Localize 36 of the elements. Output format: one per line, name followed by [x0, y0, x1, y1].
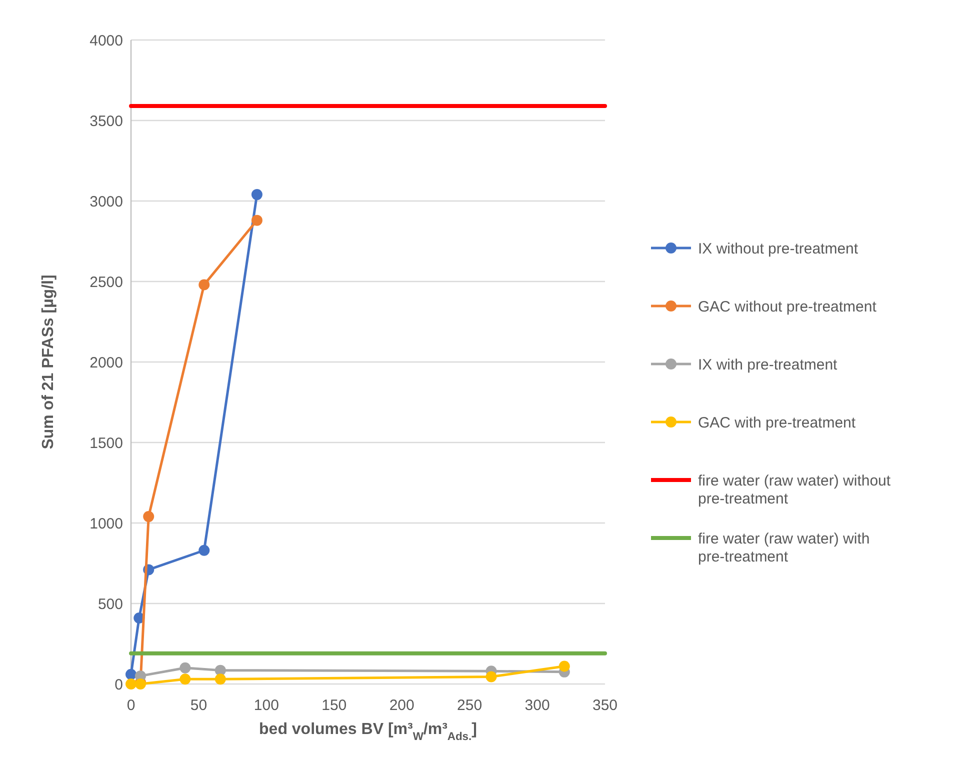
x-tick-label: 0	[126, 697, 136, 714]
legend-label: GAC with pre-treatment	[698, 414, 856, 432]
point	[486, 671, 497, 682]
y-tick-label: 500	[98, 596, 123, 613]
point	[214, 674, 226, 685]
point	[180, 662, 191, 674]
x-tick-label: 150	[322, 697, 347, 714]
point	[126, 678, 136, 690]
y-tick-label: 2000	[90, 354, 123, 372]
point	[251, 189, 262, 200]
point	[251, 214, 262, 226]
y-tick-label: 1000	[90, 515, 123, 532]
x-tick-label: 50	[190, 697, 208, 714]
y-tick-label: 3000	[90, 193, 123, 210]
y-axis-title: Sum of 21 PFASs [µg/l]	[40, 274, 57, 450]
legend-label: fire water (raw water) with pre-treatment	[698, 530, 870, 566]
point	[143, 511, 154, 522]
y-tick-label: 3500	[90, 112, 123, 130]
y-tick-label: 1500	[90, 434, 123, 452]
point	[180, 674, 191, 685]
x-tick-label: 250	[457, 697, 482, 714]
legend-label: fire water (raw water) without pre-treatment	[698, 472, 892, 508]
legend-label: IX without pre-treatment	[698, 240, 859, 258]
point	[198, 279, 210, 290]
point	[198, 544, 210, 556]
x-tick-label: 200	[389, 697, 414, 714]
x-axis-title: bed volumes BV [m³$_{W}$/m³$_{Ads.}$]	[259, 721, 477, 743]
y-tick-label: 2500	[90, 274, 123, 291]
x-tick-label: 100	[254, 697, 279, 714]
y-tick-label: 0	[114, 676, 123, 694]
legend-label: GAC without pre-treatment	[698, 298, 878, 316]
legend-label: IX with pre-treatment	[698, 356, 838, 374]
x-tick-label: 350	[592, 697, 618, 714]
point	[558, 660, 570, 672]
y-tick-label: 4000	[90, 32, 123, 50]
x-tick-label: 300	[524, 697, 550, 714]
